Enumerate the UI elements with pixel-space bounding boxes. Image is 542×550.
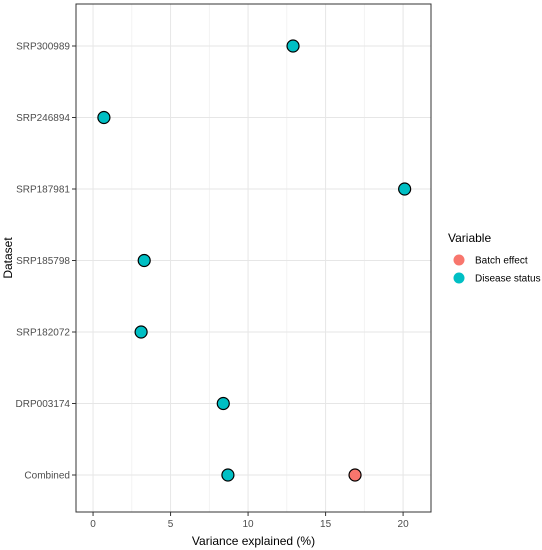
data-point <box>137 253 151 268</box>
legend-key <box>453 272 465 284</box>
y-axis-ticks: SRP300989 SRP246894 SRP187981 SRP185798 SRP1… <box>16 42 76 482</box>
major-gridlines <box>76 4 431 512</box>
data-point <box>221 468 235 482</box>
legend-title: Variable <box>448 231 491 245</box>
legend-entries: Batch effect Disease status <box>453 254 541 285</box>
data-point <box>348 468 362 482</box>
data-point <box>398 182 412 196</box>
x-axis-ticks: 0 5 10 15 20 <box>90 512 409 530</box>
y-tick-label: SRP182072 <box>16 328 70 339</box>
legend-key <box>453 254 465 266</box>
legend-label: Disease status <box>475 274 541 285</box>
data-point <box>97 110 111 125</box>
y-tick-label: DRP003174 <box>16 399 71 410</box>
x-tick-label: 5 <box>168 519 174 530</box>
y-tick-label: Combined <box>24 471 70 482</box>
x-tick-label: 20 <box>398 519 410 530</box>
x-tick-label: 10 <box>243 519 255 530</box>
y-tick-label: SRP300989 <box>16 42 70 53</box>
x-axis-title: Variance explained (%) <box>192 534 315 548</box>
x-tick-label: 0 <box>90 519 96 530</box>
minor-gridlines <box>131 4 365 512</box>
legend-label: Batch effect <box>475 256 528 267</box>
data-point <box>134 325 148 339</box>
y-tick-label: SRP185798 <box>16 256 70 267</box>
y-tick-label: SRP187981 <box>16 185 70 196</box>
data-points <box>97 39 412 482</box>
data-point <box>286 39 300 53</box>
legend: Variable Batch effect Disease status <box>448 231 541 285</box>
y-tick-label: SRP246894 <box>16 113 70 124</box>
plot-panel-border <box>75 3 432 513</box>
y-axis-title: Dataset <box>1 237 15 279</box>
data-point <box>216 396 230 411</box>
x-tick-label: 15 <box>320 519 332 530</box>
